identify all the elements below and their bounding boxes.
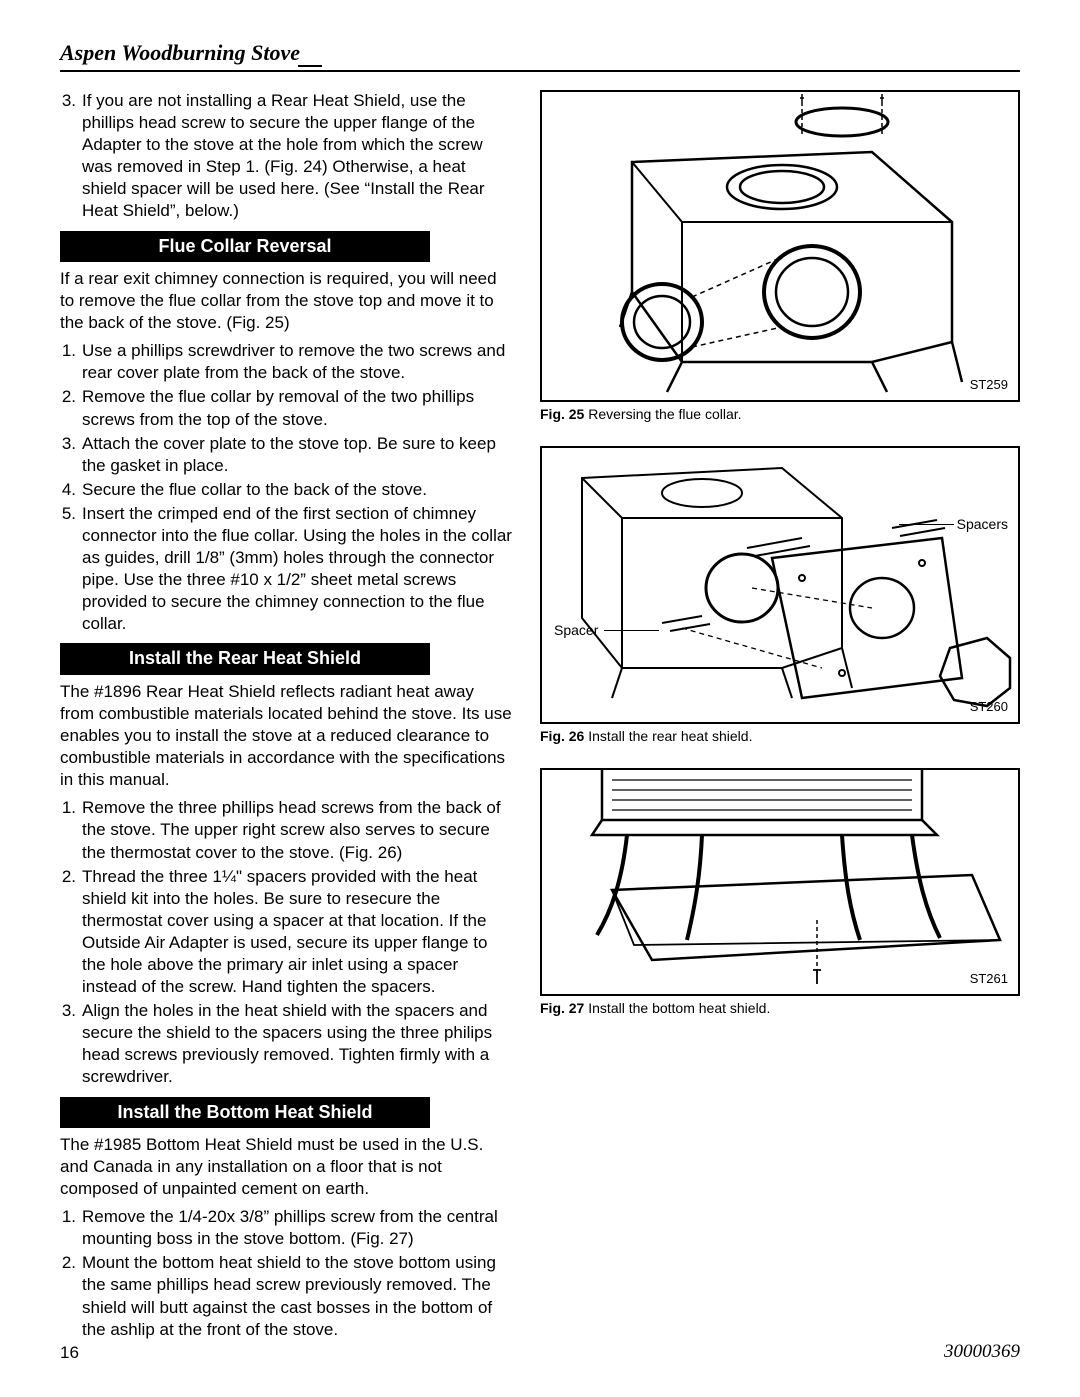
- figure-code: ST260: [970, 699, 1008, 714]
- item-number: 5.: [60, 503, 82, 636]
- item-number: 1.: [60, 1206, 82, 1250]
- figure-code: ST261: [970, 971, 1008, 986]
- bottom-heat-shield-illustration: [542, 770, 1022, 998]
- item-number: 2.: [60, 1252, 82, 1340]
- caption-bold: Fig. 25: [540, 406, 584, 422]
- label-spacers: Spacers: [957, 516, 1008, 532]
- item-number: 4.: [60, 479, 82, 501]
- figure-26-box: Spacers Spacer ST260: [540, 446, 1020, 724]
- item-text: Remove the 1/4-20x 3/8” phillips screw f…: [82, 1206, 512, 1250]
- item-text: Align the holes in the heat shield with …: [82, 1000, 512, 1088]
- item-number: 1.: [60, 797, 82, 863]
- label-spacer: Spacer: [554, 622, 598, 638]
- list-item: 1.Remove the 1/4-20x 3/8” phillips screw…: [60, 1206, 512, 1250]
- page-footer: 16 30000369: [60, 1341, 1020, 1363]
- item-text: Remove the flue collar by removal of the…: [82, 386, 512, 430]
- item-number: 2.: [60, 866, 82, 999]
- section-heading-bottom-shield: Install the Bottom Heat Shield: [60, 1097, 430, 1128]
- right-column: ST259 Fig. 25 Reversing the flue collar.: [540, 90, 1020, 1343]
- caption-text: Install the bottom heat shield.: [584, 1000, 770, 1016]
- list-item: 2.Thread the three 1¼" spacers provided …: [60, 866, 512, 999]
- item-text: Use a phillips screwdriver to remove the…: [82, 340, 512, 384]
- page-number: 16: [60, 1343, 79, 1363]
- list-item: 1.Use a phillips screwdriver to remove t…: [60, 340, 512, 384]
- figure-27-caption: Fig. 27 Install the bottom heat shield.: [540, 1000, 1020, 1016]
- item-number: 3.: [60, 90, 82, 223]
- caption-bold: Fig. 26: [540, 728, 584, 744]
- item-text: Secure the flue collar to the back of th…: [82, 479, 512, 501]
- header-title: Aspen Woodburning Stove: [60, 40, 300, 65]
- page-header: Aspen Woodburning Stove: [60, 40, 1020, 70]
- list-item: 2.Mount the bottom heat shield to the st…: [60, 1252, 512, 1340]
- section-intro: The #1985 Bottom Heat Shield must be use…: [60, 1134, 512, 1200]
- list-item: 3.Attach the cover plate to the stove to…: [60, 433, 512, 477]
- item-text: Mount the bottom heat shield to the stov…: [82, 1252, 512, 1340]
- item-number: 1.: [60, 340, 82, 384]
- left-column: 3. If you are not installing a Rear Heat…: [60, 90, 512, 1343]
- list-item: 1.Remove the three phillips head screws …: [60, 797, 512, 863]
- item-number: 2.: [60, 386, 82, 430]
- item-number: 3.: [60, 433, 82, 477]
- list-item: 2.Remove the flue collar by removal of t…: [60, 386, 512, 430]
- list-item: 3.Align the holes in the heat shield wit…: [60, 1000, 512, 1088]
- item-number: 3.: [60, 1000, 82, 1088]
- list-item: 5.Insert the crimped end of the first se…: [60, 503, 512, 636]
- section-intro: The #1896 Rear Heat Shield reflects radi…: [60, 681, 512, 791]
- item-text: Attach the cover plate to the stove top.…: [82, 433, 512, 477]
- caption-text: Reversing the flue collar.: [584, 406, 741, 422]
- list-item: 4.Secure the flue collar to the back of …: [60, 479, 512, 501]
- caption-bold: Fig. 27: [540, 1000, 584, 1016]
- content-columns: 3. If you are not installing a Rear Heat…: [60, 90, 1020, 1343]
- item-text: Thread the three 1¼" spacers provided wi…: [82, 866, 512, 999]
- section-heading-rear-shield: Install the Rear Heat Shield: [60, 643, 430, 674]
- intro-list-item: 3. If you are not installing a Rear Heat…: [60, 90, 512, 223]
- caption-text: Install the rear heat shield.: [584, 728, 752, 744]
- item-text: Remove the three phillips head screws fr…: [82, 797, 512, 863]
- item-text: Insert the crimped end of the first sect…: [82, 503, 512, 636]
- section-intro: If a rear exit chimney connection is req…: [60, 268, 512, 334]
- section-heading-flue: Flue Collar Reversal: [60, 231, 430, 262]
- figure-25-box: ST259: [540, 90, 1020, 402]
- stove-flue-collar-illustration: [542, 92, 1022, 404]
- rear-heat-shield-illustration: [542, 448, 1022, 726]
- figure-26-caption: Fig. 26 Install the rear heat shield.: [540, 728, 1020, 744]
- figure-27-box: ST261: [540, 768, 1020, 996]
- figure-code: ST259: [970, 377, 1008, 392]
- document-number: 30000369: [944, 1341, 1020, 1363]
- figure-25-caption: Fig. 25 Reversing the flue collar.: [540, 406, 1020, 422]
- item-text: If you are not installing a Rear Heat Sh…: [82, 90, 512, 223]
